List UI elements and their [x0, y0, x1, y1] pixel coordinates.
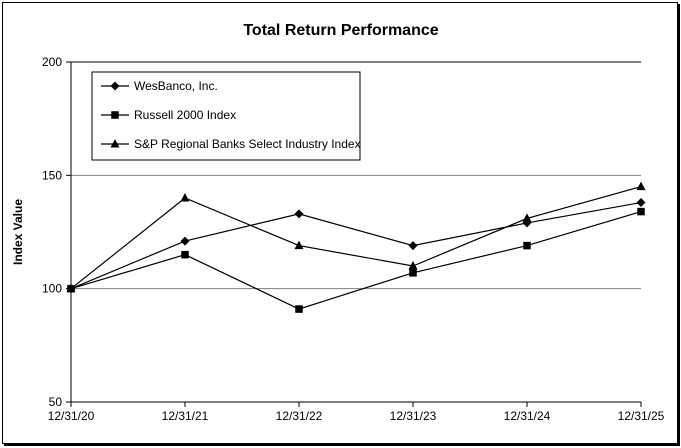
- series-layer: [66, 181, 646, 313]
- data-point-2-0: [66, 283, 76, 293]
- legend-box: [91, 71, 361, 161]
- legend-marker-0: [110, 81, 120, 91]
- data-point-1-5: [637, 207, 645, 216]
- legend-label-0: WesBanco, Inc.: [134, 79, 218, 93]
- data-point-2-5: [636, 181, 646, 191]
- data-point-2-1: [180, 193, 190, 202]
- x-tick-label-4: 12/31/24: [504, 409, 551, 423]
- data-point-1-3: [409, 269, 417, 277]
- data-point-1-4: [523, 241, 531, 250]
- x-tick-label-5: 12/31/25: [618, 409, 665, 423]
- data-point-2-4: [522, 213, 532, 222]
- series-line-2: [70, 186, 642, 290]
- series-1: [67, 207, 645, 313]
- data-point-0-3: [408, 241, 418, 251]
- series-line-1: [70, 211, 642, 310]
- legend: WesBanco, Inc. Russell 2000 Index S&P Regi…: [91, 71, 361, 161]
- data-point-1-1: [181, 250, 189, 259]
- data-point-2-2: [294, 240, 304, 250]
- data-point-1-2: [295, 305, 303, 313]
- y-tick-label-50: 50: [49, 395, 63, 409]
- y-tick-label-100: 100: [42, 282, 62, 296]
- data-point-2-3: [408, 261, 418, 270]
- legend-marker-1: [111, 111, 119, 119]
- legend-label-2: S&P Regional Banks Select Industry Index: [134, 137, 361, 151]
- series-2: [66, 181, 646, 293]
- legend-marker-2: [110, 139, 120, 148]
- axis-layer: 50 100 150 200 12/31/20 12/31/21 12/31/22 12/31…: [42, 55, 665, 423]
- x-tick-label-1: 12/31/21: [162, 409, 209, 423]
- y-tick-label-150: 150: [42, 168, 62, 182]
- series-0: [66, 198, 646, 294]
- x-tick-label-0: 12/31/20: [48, 409, 95, 423]
- data-point-0-2: [294, 209, 304, 219]
- grid-layer: [71, 174, 641, 290]
- legend-label-1: Russell 2000 Index: [134, 108, 236, 122]
- y-axis-label: Index Value: [11, 199, 25, 265]
- series-line-0: [70, 201, 642, 290]
- chart-title: Total Return Performance: [243, 22, 438, 39]
- x-tick-label-3: 12/31/23: [390, 409, 437, 423]
- x-tick-label-2: 12/31/22: [276, 409, 323, 423]
- data-point-0-1: [180, 236, 190, 246]
- data-point-0-5: [636, 198, 646, 208]
- y-tick-label-200: 200: [42, 55, 62, 69]
